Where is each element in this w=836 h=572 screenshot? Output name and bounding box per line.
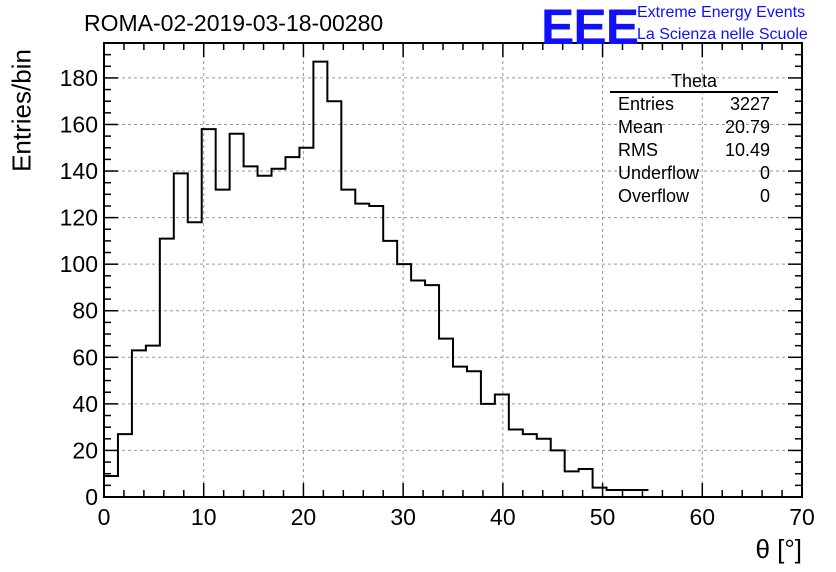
- y-tick-label: 160: [60, 111, 98, 137]
- logo-line-1: Extreme Energy Events: [637, 4, 806, 21]
- stats-value: 20.79: [724, 117, 770, 137]
- stats-value: 3227: [729, 94, 770, 114]
- y-tick-label: 140: [60, 158, 98, 184]
- stats-label: RMS: [618, 140, 658, 160]
- stats-row: Underflow 0: [610, 162, 778, 185]
- run-title: ROMA-02-2019-03-18-00280: [84, 10, 384, 36]
- y-tick-label: 40: [72, 391, 98, 417]
- x-tick-label: 70: [789, 504, 815, 530]
- y-tick-label: 60: [72, 344, 98, 370]
- y-axis-title: Entries/bin: [6, 49, 37, 172]
- stats-label: Entries: [618, 94, 675, 114]
- logo-line-2: La Scienza nelle Scuole: [637, 26, 808, 43]
- tick-labels: 0 10 20 30 40 50 60 70 0 20 40 60 80 100 120 140 160 180: [60, 65, 815, 530]
- stats-row: RMS 10.49: [610, 139, 778, 162]
- histogram-line: [104, 60, 649, 492]
- y-tick-label: 180: [60, 65, 98, 91]
- x-tick-label: 60: [689, 504, 715, 530]
- stats-label: Underflow: [618, 163, 700, 183]
- grid-lines: [104, 43, 802, 497]
- y-tick-label: 80: [72, 298, 98, 324]
- x-tick-label: 10: [191, 504, 217, 530]
- stats-label: Overflow: [618, 186, 690, 206]
- x-axis-title: θ [°]: [755, 534, 802, 564]
- stats-label: Mean: [618, 117, 664, 137]
- stats-title: Theta: [610, 72, 778, 93]
- x-tick-label: 50: [590, 504, 616, 530]
- x-tick-label: 20: [291, 504, 317, 530]
- x-tick-label: 0: [98, 504, 111, 530]
- stats-value: 0: [759, 186, 770, 206]
- logo-mark: EEE: [541, 0, 639, 55]
- y-tick-label: 100: [60, 251, 98, 277]
- stats-value: 10.49: [724, 140, 770, 160]
- y-tick-label: 0: [85, 484, 98, 510]
- x-tick-label: 40: [490, 504, 516, 530]
- stats-row: Mean 20.79: [610, 116, 778, 139]
- stats-value: 0: [759, 163, 770, 183]
- stats-box: Theta Entries 3227 Mean 20.79 RMS 10.49 Und…: [610, 72, 778, 208]
- y-tick-label: 120: [60, 205, 98, 231]
- x-tick-label: 30: [390, 504, 416, 530]
- stats-row: Entries 3227: [610, 93, 778, 116]
- plot-frame: [103, 42, 803, 498]
- stats-row: Overflow 0: [610, 185, 778, 208]
- axis-ticks: [103, 42, 803, 498]
- y-tick-label: 20: [72, 437, 98, 463]
